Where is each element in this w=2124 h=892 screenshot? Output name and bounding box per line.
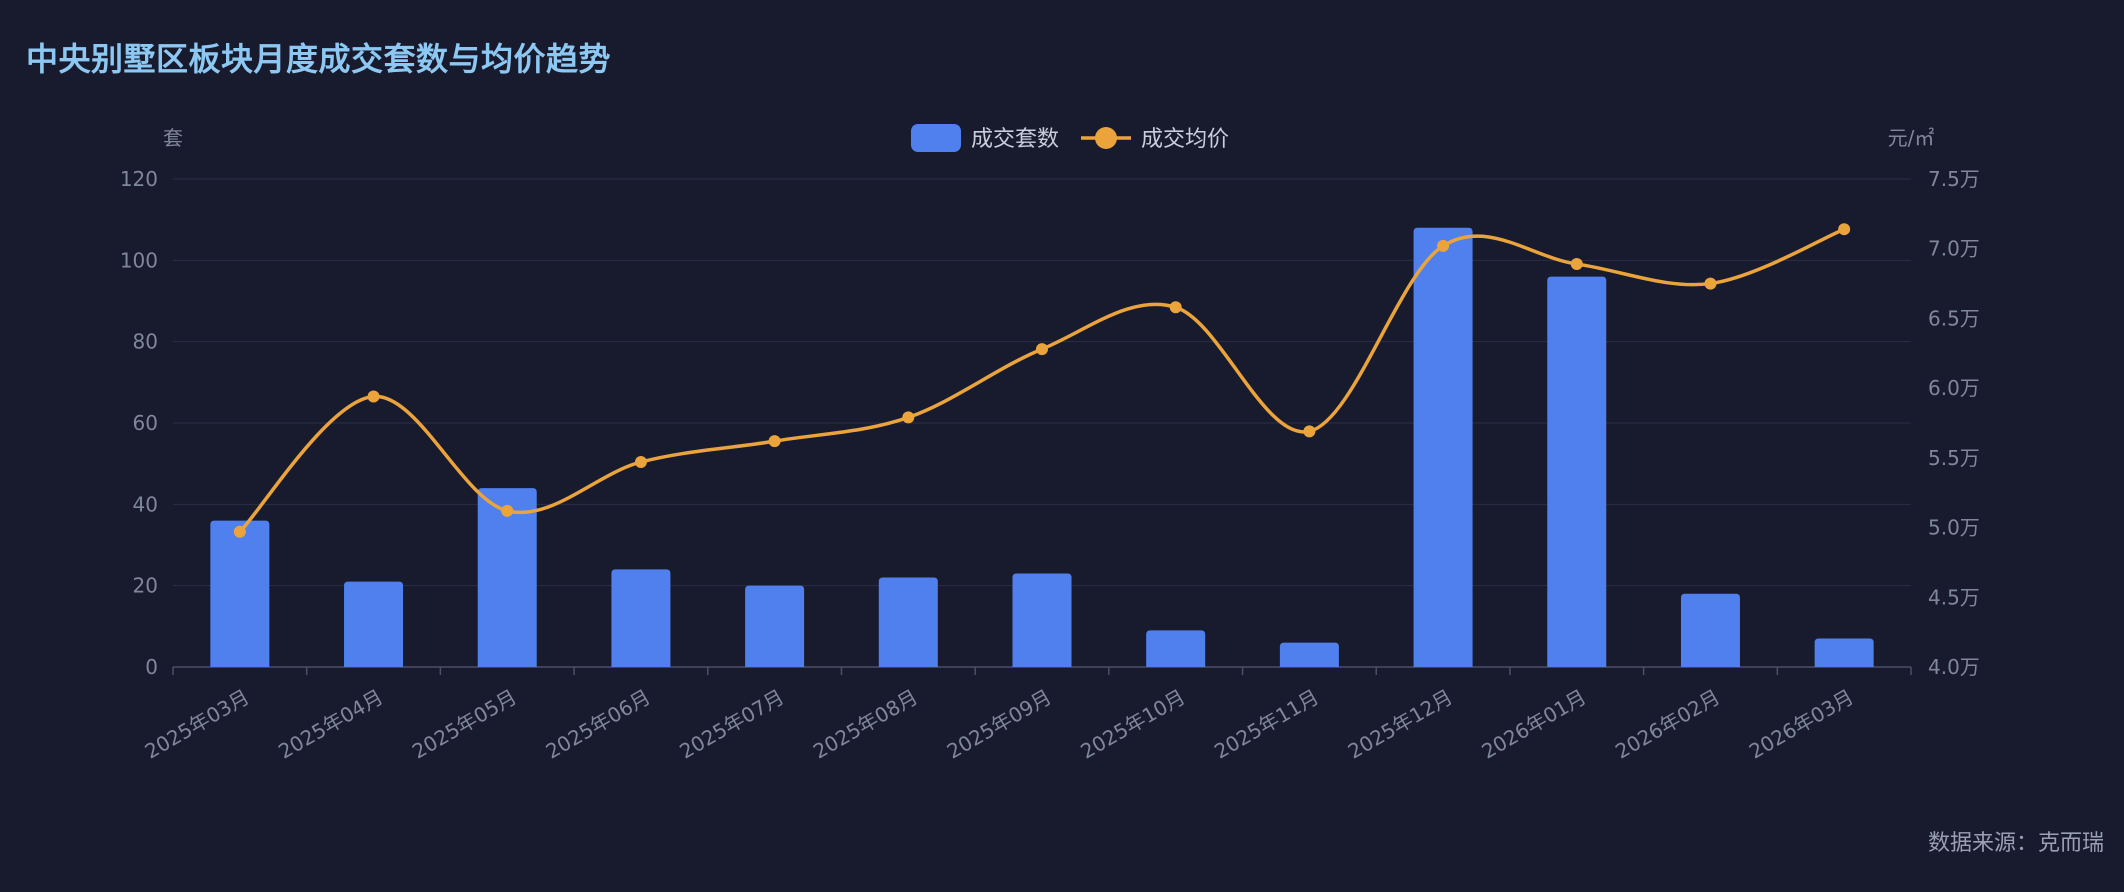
x-tick-label: 2025年09月: [943, 685, 1056, 764]
x-tick-label: 2025年03月: [141, 685, 254, 764]
y-right-tick-label: 6.0万: [1928, 376, 1980, 400]
bar: [1680, 593, 1740, 667]
bar: [878, 577, 938, 667]
line-point: [1437, 239, 1450, 252]
y-right-tick-label: 7.0万: [1928, 237, 1980, 261]
bar: [611, 569, 671, 667]
y-right-tick-label: 4.0万: [1928, 655, 1980, 679]
y-left-tick-label: 0: [145, 655, 158, 679]
line-point: [902, 411, 915, 424]
bar: [1279, 642, 1339, 667]
legend-label-price: 成交均价: [1141, 127, 1229, 152]
line-point: [501, 504, 514, 517]
line-point: [768, 435, 781, 448]
bar: [745, 585, 805, 667]
x-tick-label: 2026年02月: [1611, 685, 1724, 764]
line-point: [1704, 277, 1717, 290]
y-right-tick-label: 6.5万: [1928, 306, 1980, 330]
y-right-tick-label: 5.0万: [1928, 516, 1980, 540]
x-tick-label: 2026年01月: [1477, 685, 1590, 764]
bar: [1547, 276, 1607, 667]
y-left-tick-label: 80: [133, 330, 158, 354]
x-tick-label: 2025年04月: [274, 685, 387, 764]
bar: [477, 488, 537, 667]
legend-label-count: 成交套数: [971, 127, 1059, 152]
y-left-tick-label: 20: [133, 574, 158, 598]
x-tick-label: 2025年11月: [1210, 685, 1323, 764]
line-point: [233, 525, 246, 538]
y-left-unit-label: 套: [163, 126, 183, 150]
y-left-tick-label: 120: [120, 167, 158, 191]
bar: [344, 581, 404, 667]
x-tick-label: 2026年03月: [1745, 685, 1858, 764]
legend-bar-swatch: [911, 124, 961, 152]
x-tick-label: 2025年06月: [542, 685, 655, 764]
line-point: [1303, 425, 1316, 438]
legend-line-marker: [1095, 127, 1117, 149]
y-left-tick-label: 100: [120, 248, 158, 272]
line-point: [367, 390, 380, 403]
x-tick-label: 2025年08月: [809, 685, 922, 764]
y-right-tick-label: 5.5万: [1928, 446, 1980, 470]
y-left-tick-label: 40: [133, 492, 158, 516]
line-point: [1838, 223, 1851, 236]
bar: [210, 520, 270, 667]
bar: [1413, 227, 1473, 668]
x-tick-label: 2025年12月: [1344, 685, 1457, 764]
bar: [1012, 573, 1072, 667]
line-point: [1169, 301, 1182, 314]
line-point: [634, 456, 647, 469]
chart-title: 中央别墅区板块月度成交套数与均价趋势: [26, 40, 612, 78]
line-point: [1036, 343, 1048, 356]
x-tick-label: 2025年07月: [675, 685, 788, 764]
bar: [1814, 638, 1874, 667]
y-right-tick-label: 7.5万: [1928, 167, 1980, 191]
bar: [1146, 630, 1206, 667]
line-point: [1570, 258, 1583, 271]
source-label: 数据来源：克而瑞: [1927, 831, 2104, 856]
x-tick-label: 2025年05月: [408, 685, 521, 764]
y-right-tick-label: 4.5万: [1928, 585, 1980, 609]
y-left-tick-label: 60: [133, 411, 158, 435]
y-right-unit-label: 元/㎡: [1888, 126, 1935, 150]
x-tick-label: 2025年10月: [1076, 685, 1189, 764]
